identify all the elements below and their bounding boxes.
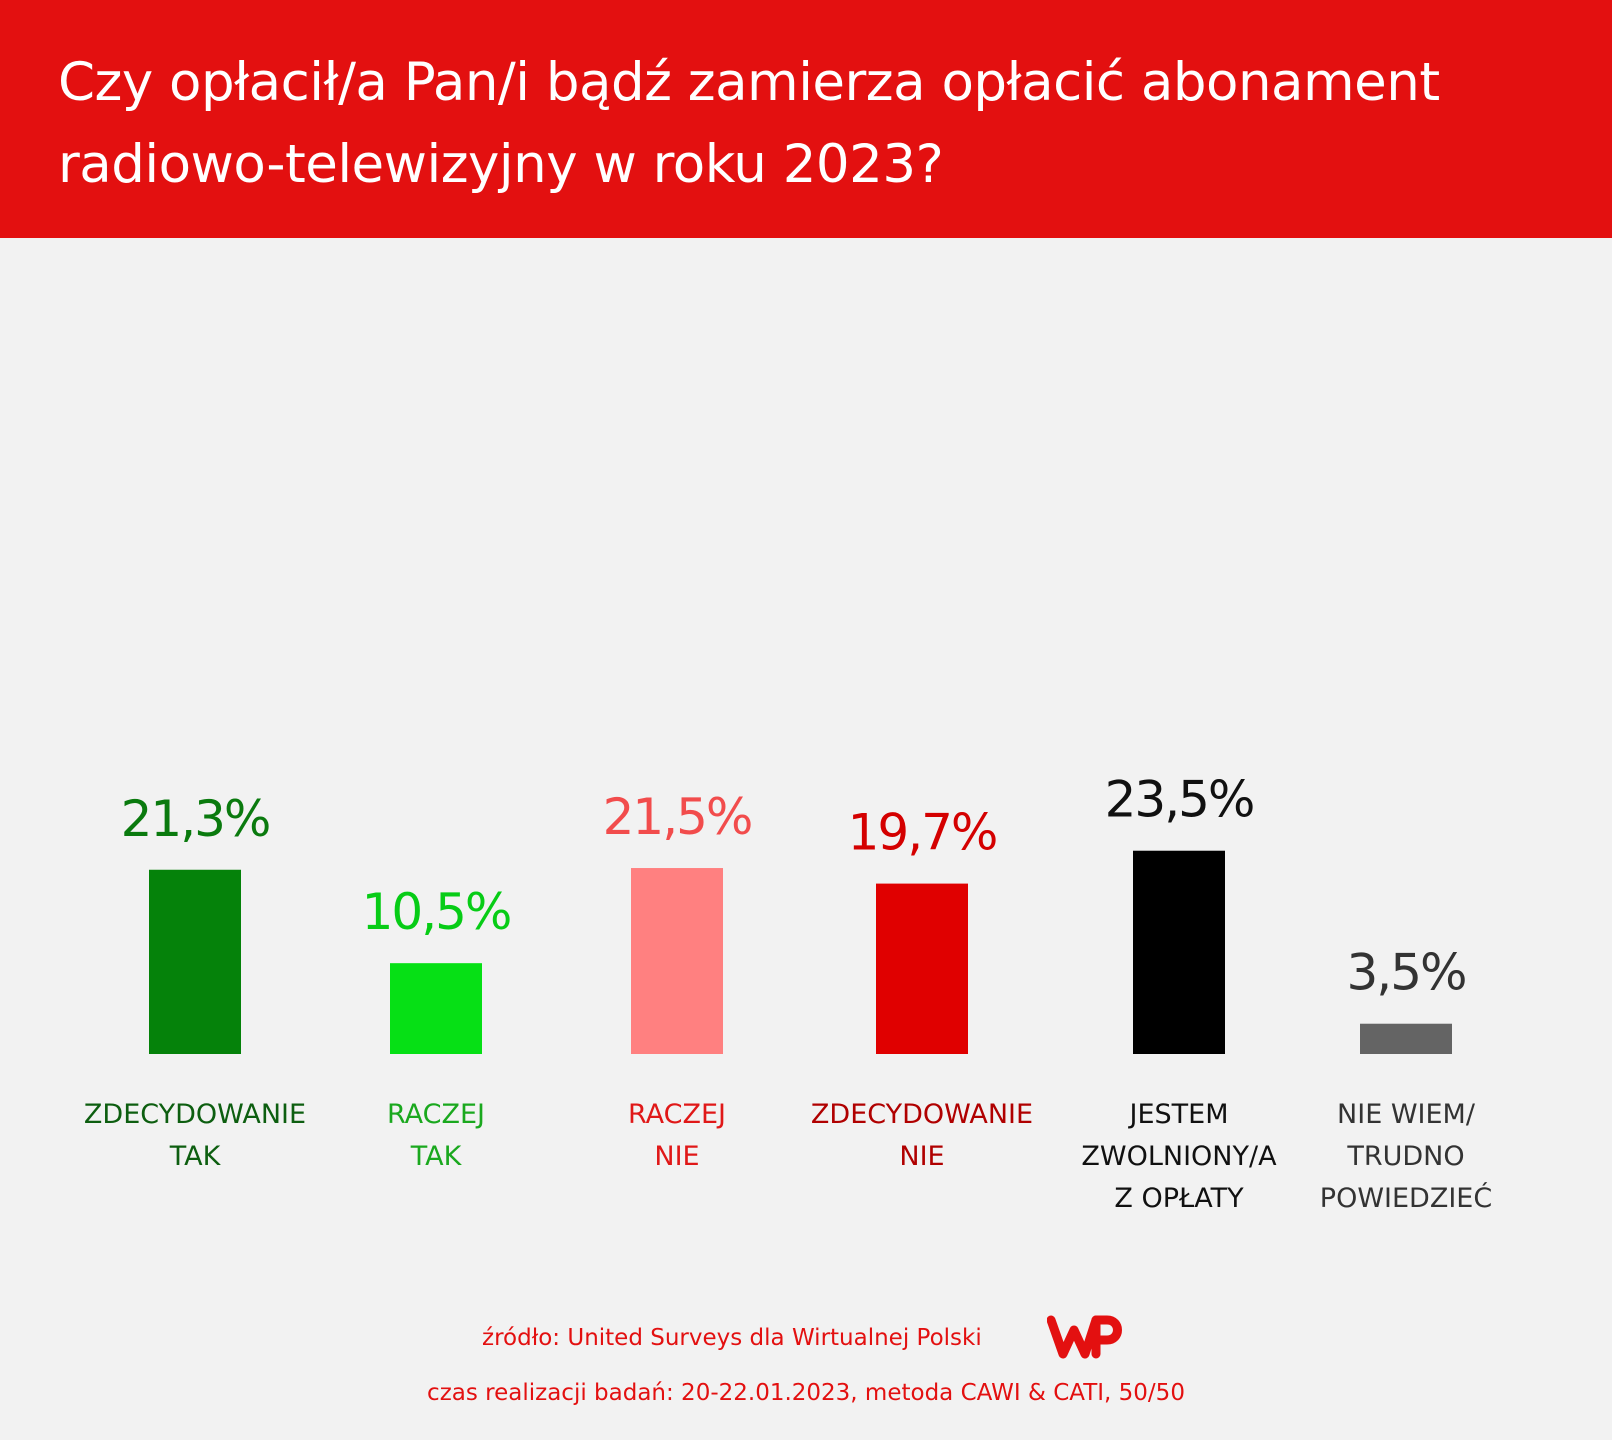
category-label-line: NIE WIEM/	[1337, 1099, 1476, 1130]
category-label-line: JESTEM	[1127, 1099, 1228, 1130]
category-label-3: RACZEJ NIE	[628, 1099, 726, 1172]
category-label-line: RACZEJ	[628, 1099, 726, 1130]
value-label-4: 19,7%	[848, 804, 997, 862]
footer-method: czas realizacji badań: 20-22.01.2023, me…	[427, 1380, 1185, 1406]
header-banner: Czy opłacił/a Pan/i bądź zamierza opłaci…	[0, 0, 1612, 238]
category-label-4: ZDECYDOWANIE NIE	[811, 1099, 1033, 1172]
bar-6	[1360, 1023, 1452, 1054]
page-title: Czy opłacił/a Pan/i bądź zamierza opłaci…	[58, 52, 1440, 195]
category-label-2: RACZEJ TAK	[387, 1099, 485, 1172]
bar-4	[876, 883, 968, 1054]
wp-logo-icon	[1047, 1315, 1122, 1359]
value-label-1: 21,3%	[121, 790, 270, 848]
bar-5	[1133, 850, 1225, 1054]
category-label-line: NIE	[654, 1141, 699, 1172]
bar-2	[390, 963, 482, 1054]
bar-3	[631, 868, 723, 1054]
bar-chart: 21,3% ZDECYDOWANIE TAK 10,5% RACZEJ TAK 21,5% R…	[84, 771, 1492, 1214]
value-label-3: 21,5%	[603, 788, 752, 846]
category-label-line: ZDECYDOWANIE	[84, 1099, 306, 1130]
value-label-6: 3,5%	[1346, 944, 1465, 1002]
category-label-6: NIE WIEM/TRUDNO POWIEDZIEĆ	[1320, 1099, 1492, 1214]
bar-1	[149, 869, 241, 1054]
category-label-line: ZWOLNIONY/A	[1081, 1141, 1277, 1172]
source-text: źródło: United Surveys dla Wirtualnej Po…	[482, 1325, 982, 1351]
category-label-line: Z OPŁATY	[1114, 1183, 1244, 1214]
category-label-line: POWIEDZIEĆ	[1320, 1182, 1492, 1214]
category-label-line: NIE	[899, 1141, 944, 1172]
category-label-line: TAK	[169, 1141, 222, 1172]
category-label-line: ZDECYDOWANIE	[811, 1099, 1033, 1130]
category-label-line: TRUDNO	[1346, 1141, 1464, 1172]
category-label-line: RACZEJ	[387, 1099, 485, 1130]
category-label-5: JESTEM ZWOLNIONY/A Z OPŁATY	[1081, 1099, 1277, 1214]
category-label-line: TAK	[410, 1141, 463, 1172]
category-label-1: ZDECYDOWANIE TAK	[84, 1099, 306, 1172]
value-label-5: 23,5%	[1105, 771, 1254, 829]
value-label-2: 10,5%	[362, 883, 511, 941]
